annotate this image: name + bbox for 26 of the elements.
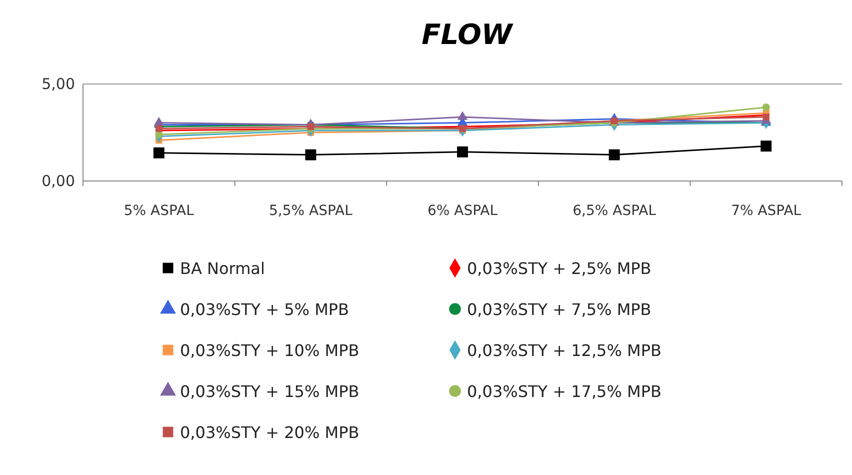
chart-title: FLOW <box>422 18 514 51</box>
legend-label: 0,03%STY + 7,5% MPB <box>467 300 652 319</box>
point <box>156 125 162 132</box>
x-tick-label: 6% ASPAL <box>427 203 498 219</box>
y-tick-label: 0,00 <box>42 172 75 190</box>
point <box>760 140 772 152</box>
x-tick-label: 5,5% ASPAL <box>268 203 353 219</box>
point <box>762 114 770 120</box>
legend-label: 0,03%STY + 2,5% MPB <box>467 259 652 278</box>
point <box>457 111 468 120</box>
legend-label: 0,03%STY + 20% MPB <box>180 423 360 442</box>
point <box>153 147 164 158</box>
legend-label: 0,03%STY + 17,5% MPB <box>467 382 662 401</box>
legend-label: 0,03%STY + 15% MPB <box>180 382 360 401</box>
x-tick-label: 7% ASPAL <box>731 203 802 219</box>
y-tick-label: 5,00 <box>42 75 75 93</box>
point <box>762 104 770 112</box>
x-tick-label: 6,5% ASPAL <box>572 203 656 219</box>
point <box>305 149 316 160</box>
point <box>608 149 620 160</box>
legend-label: 0,03%STY + 5% MPB <box>180 300 350 319</box>
legend-label: BA Normal <box>180 259 265 278</box>
point <box>457 146 468 158</box>
x-tick-label: 5% ASPAL <box>124 203 194 219</box>
legend-label: 0,03%STY + 12,5% MPB <box>467 341 662 360</box>
legend-label: 0,03%STY + 10% MPB <box>180 341 360 360</box>
